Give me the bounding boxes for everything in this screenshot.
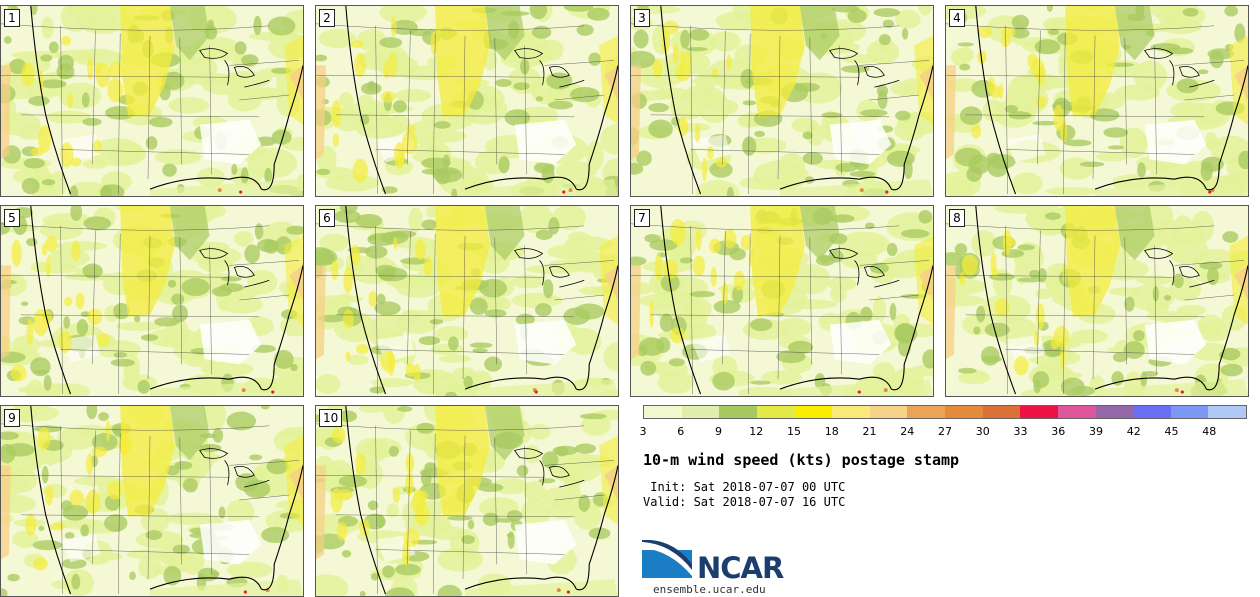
wind-speed-map [631,6,933,196]
colorbar-segment [756,406,795,418]
colorbar-tick-label: 48 [1202,425,1217,438]
member-panel: 8 [945,205,1249,397]
colorbar-segment [1095,406,1134,418]
wind-speed-map [316,6,618,196]
member-panel: 1 [0,5,304,197]
colorbar-tick-label: 3 [639,425,647,438]
colorbar-tick-label: 33 [1013,425,1028,438]
colorbar-segment [681,406,720,418]
wind-speed-map [946,206,1248,396]
member-panel: 10 [315,405,619,597]
website-url: ensemble.ucar.edu [653,583,766,596]
member-number-badge: 2 [319,9,335,27]
member-number-badge: 7 [634,209,650,227]
colorbar-segment [1208,406,1246,418]
member-number-badge: 9 [4,409,20,427]
ncar-wordmark: NCAR [697,551,784,585]
colorbar-tick-label: 42 [1126,425,1141,438]
plot-title: 10-m wind speed (kts) postage stamp [643,451,960,469]
colorbar-segment [832,406,870,418]
member-number-badge: 8 [949,209,965,227]
colorbar-segment [869,406,908,418]
wind-speed-map [946,6,1248,196]
member-number-badge: 6 [319,209,335,227]
member-panel: 5 [0,205,304,397]
member-number-badge: 1 [4,9,20,27]
colorbar-tick-label: 21 [862,425,877,438]
colorbar-tick-label: 27 [938,425,952,438]
wind-speed-map [1,6,303,196]
member-panel: 2 [315,5,619,197]
wind-speed-map [1,406,303,596]
member-panel: 6 [315,205,619,397]
colorbar-tick-label: 12 [749,425,764,438]
colorbar-segment [1020,406,1058,418]
member-panel: 9 [0,405,304,597]
colorbar-segment [719,406,757,418]
member-number-badge: 5 [4,209,20,227]
colorbar-tick-label: 24 [900,425,915,438]
colorbar-segment [1057,406,1096,418]
ncar-logo-icon [642,540,692,578]
colorbar-tick-label: 30 [975,425,990,438]
colorbar-segment [982,406,1021,418]
colorbar-tick-label: 9 [715,425,722,438]
wind-speed-map [631,206,933,396]
member-number-badge: 10 [319,409,343,427]
wind-speed-map [316,206,618,396]
colorbar-segment [907,406,945,418]
colorbar-tick-label: 39 [1089,425,1103,438]
colorbar-tick-label: 6 [677,425,685,438]
member-panel: 4 [945,5,1249,197]
member-number-badge: 3 [634,9,650,27]
member-panel: 7 [630,205,934,397]
colorbar-tick-label: 15 [787,425,801,438]
colorbar-segment [794,406,833,418]
colorbar-segment [1133,406,1171,418]
valid-time: Valid: Sat 2018-07-07 16 UTC [643,495,846,509]
colorbar-segment [644,406,682,418]
colorbar-segment [1170,406,1209,418]
colorbar-tick-label: 18 [824,425,839,438]
member-panel: 3 [630,5,934,197]
wind-speed-map [316,406,618,596]
colorbar-tick-label: 45 [1164,425,1179,438]
colorbar-tick-label: 36 [1051,425,1066,438]
colorbar-segment [945,406,983,418]
init-time: Init: Sat 2018-07-07 00 UTC [643,480,846,494]
member-number-badge: 4 [949,9,965,27]
wind-speed-colorbar [643,405,1247,419]
wind-speed-map [1,206,303,396]
